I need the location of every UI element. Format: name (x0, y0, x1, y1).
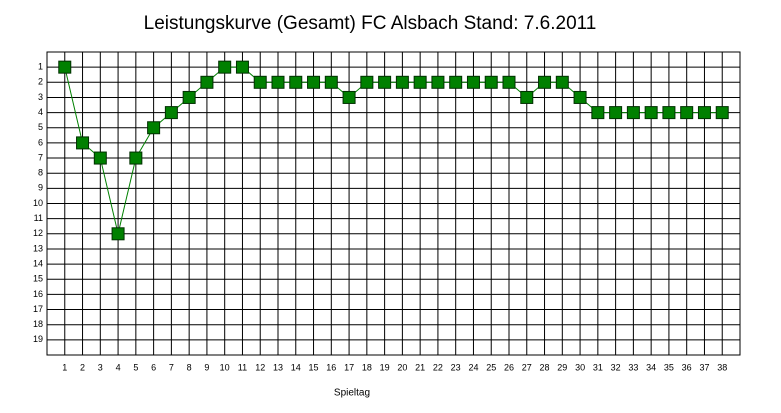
y-tick-label: 1 (38, 62, 43, 72)
chart-title: Leistungskurve (Gesamt) FC Alsbach Stand… (144, 13, 597, 34)
data-point (129, 151, 143, 165)
data-point (360, 75, 374, 89)
data-point (662, 106, 676, 120)
data-point (76, 136, 90, 150)
x-tick-label: 35 (664, 362, 674, 372)
data-point (502, 75, 516, 89)
data-point (715, 106, 729, 120)
y-tick-label: 5 (38, 122, 43, 132)
y-tick-label: 11 (34, 213, 43, 223)
data-point (235, 60, 249, 74)
data-point (58, 60, 72, 74)
y-tick-label: 6 (38, 137, 43, 147)
x-tick-label: 4 (116, 362, 121, 372)
data-point (253, 75, 267, 89)
y-tick-label: 8 (38, 168, 43, 178)
x-tick-label: 17 (344, 362, 354, 372)
y-tick-label: 14 (33, 258, 43, 268)
data-point (644, 106, 658, 120)
y-tick-label: 4 (38, 107, 43, 117)
x-tick-label: 12 (255, 362, 265, 372)
data-point (697, 106, 711, 120)
y-tick-label: 9 (38, 183, 43, 193)
x-tick-label: 19 (380, 362, 390, 372)
x-tick-label: 9 (204, 362, 209, 372)
y-tick-label: 16 (33, 289, 43, 299)
y-tick-label: 2 (38, 77, 43, 87)
x-axis-label: Spieltag (334, 388, 370, 399)
x-tick-label: 8 (187, 362, 192, 372)
data-point (147, 121, 161, 135)
x-tick-label: 14 (291, 362, 301, 372)
x-tick-label: 33 (628, 362, 638, 372)
x-tick-label: 5 (133, 362, 138, 372)
data-point (93, 151, 107, 165)
data-point (591, 106, 605, 120)
x-tick-label: 11 (238, 362, 247, 372)
data-point (449, 75, 463, 89)
data-point (466, 75, 480, 89)
x-tick-label: 20 (397, 362, 407, 372)
data-point (520, 90, 534, 104)
y-tick-label: 13 (33, 243, 43, 253)
data-point (200, 75, 214, 89)
x-tick-label: 29 (557, 362, 567, 372)
data-point (182, 90, 196, 104)
x-tick-label: 36 (682, 362, 692, 372)
x-tick-label: 6 (151, 362, 156, 372)
data-point (271, 75, 285, 89)
x-tick-label: 16 (326, 362, 336, 372)
data-point (484, 75, 498, 89)
y-tick-label: 19 (33, 334, 43, 344)
x-tick-label: 38 (717, 362, 727, 372)
data-point (413, 75, 427, 89)
data-point (111, 227, 125, 241)
x-tick-label: 27 (522, 362, 532, 372)
x-tick-label: 15 (309, 362, 319, 372)
y-tick-label: 15 (33, 274, 43, 284)
data-point (680, 106, 694, 120)
x-tick-label: 26 (504, 362, 514, 372)
x-tick-label: 24 (468, 362, 478, 372)
x-tick-label: 25 (486, 362, 496, 372)
y-tick-label: 3 (38, 92, 43, 102)
y-tick-label: 18 (33, 319, 43, 329)
y-tick-label: 7 (38, 152, 43, 162)
x-tick-label: 28 (540, 362, 550, 372)
data-point (609, 106, 623, 120)
data-point (555, 75, 569, 89)
x-tick-label: 13 (273, 362, 283, 372)
x-tick-label: 1 (62, 362, 67, 372)
data-point (218, 60, 232, 74)
x-tick-label: 10 (220, 362, 230, 372)
data-point (378, 75, 392, 89)
x-tick-label: 23 (451, 362, 461, 372)
data-point (307, 75, 321, 89)
x-tick-label: 32 (611, 362, 621, 372)
y-tick-label: 17 (33, 304, 43, 314)
x-tick-label: 2 (80, 362, 85, 372)
x-tick-label: 21 (415, 362, 425, 372)
data-point (626, 106, 640, 120)
data-point (289, 75, 303, 89)
x-tick-label: 31 (593, 362, 603, 372)
data-point (573, 90, 587, 104)
x-tick-label: 37 (699, 362, 709, 372)
x-tick-label: 34 (646, 362, 656, 372)
data-point (164, 106, 178, 120)
data-point (538, 75, 552, 89)
y-tick-label: 12 (33, 228, 43, 238)
x-tick-label: 3 (98, 362, 103, 372)
data-point (342, 90, 356, 104)
x-tick-label: 7 (169, 362, 174, 372)
x-tick-label: 30 (575, 362, 585, 372)
x-tick-label: 18 (362, 362, 372, 372)
data-point (324, 75, 338, 89)
data-point (395, 75, 409, 89)
data-point (431, 75, 445, 89)
y-tick-label: 10 (33, 198, 43, 208)
x-tick-label: 22 (433, 362, 443, 372)
